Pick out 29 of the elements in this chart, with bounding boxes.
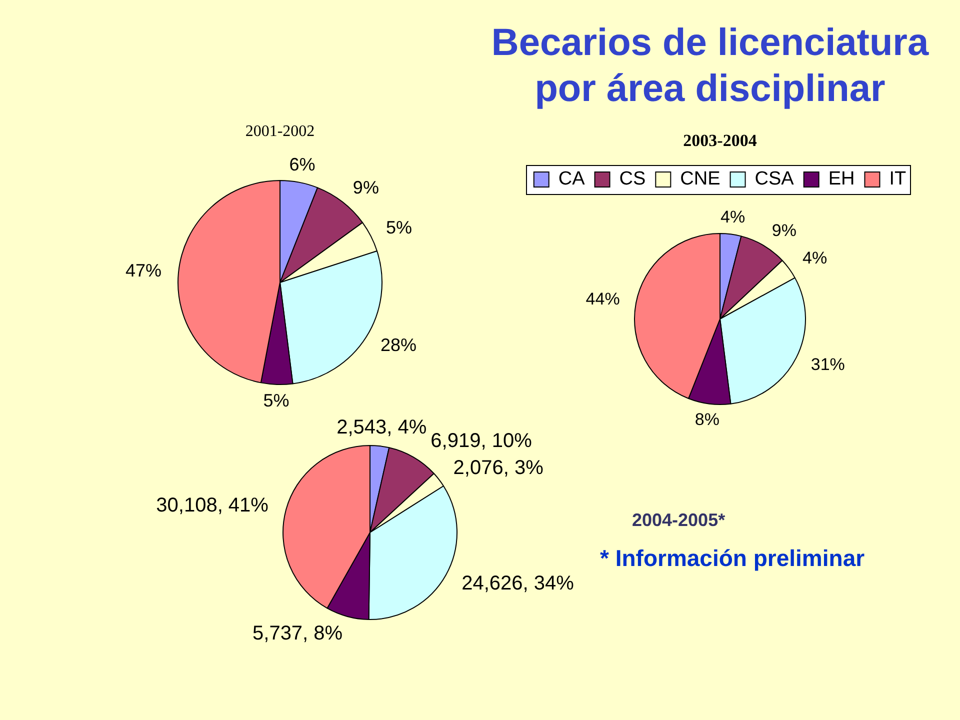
data-label: 6,919, 10% <box>430 430 532 452</box>
legend-label: CS <box>619 168 646 190</box>
data-label: 2,543, 4% <box>336 416 427 439</box>
legend-label: CSA <box>754 168 794 190</box>
data-label: 6% <box>289 154 316 175</box>
legend-label: CNE <box>680 168 720 190</box>
data-label: 28% <box>380 335 417 356</box>
legend-label: CA <box>558 168 586 190</box>
data-label: 4% <box>802 248 828 268</box>
data-label: 5,737, 8% <box>252 622 343 644</box>
data-label: 9% <box>352 177 379 198</box>
data-label: 4% <box>720 207 746 226</box>
legend-label: EH <box>828 168 855 190</box>
data-label: 31% <box>810 354 845 374</box>
chart-subtitle: 2001-2002 <box>244 123 316 141</box>
text: * Información preliminar <box>600 545 866 572</box>
data-label: 5% <box>263 390 290 410</box>
data-label: 8% <box>694 410 720 429</box>
text: 2004-2005* <box>632 510 726 531</box>
chart-title: 2003-2004 <box>682 131 758 151</box>
data-label: 24,626, 34% <box>462 572 574 594</box>
data-label: 9% <box>772 220 796 240</box>
data-label: 44% <box>586 290 620 309</box>
data-label: 2,076, 3% <box>453 457 544 480</box>
data-label: 5% <box>386 217 412 238</box>
data-label: 47% <box>126 260 162 280</box>
legend-label: IT <box>889 168 907 190</box>
text: Becarios de licenciatura por área disciplinar <box>490 21 930 112</box>
data-label: 30,108, 41% <box>156 494 269 516</box>
